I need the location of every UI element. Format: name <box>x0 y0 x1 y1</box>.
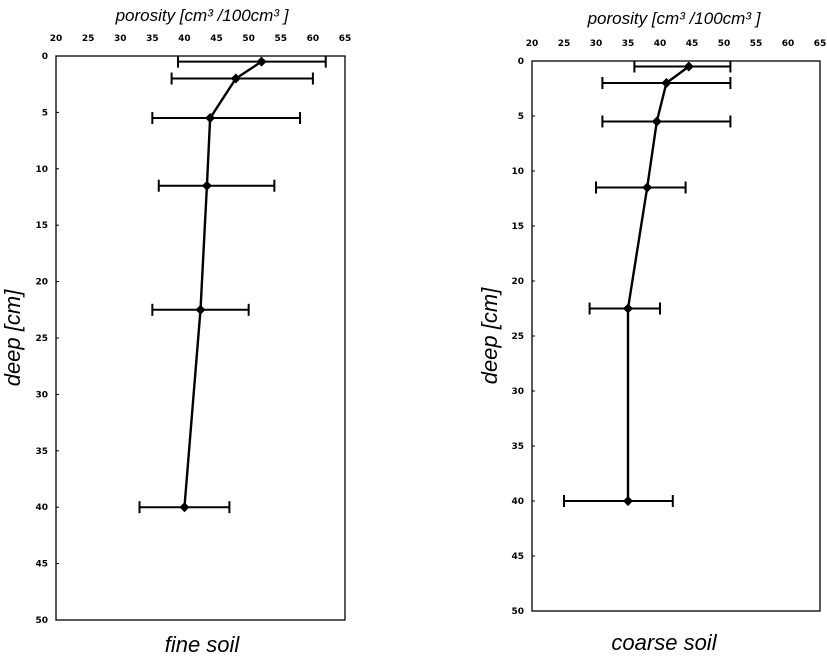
fine-soil-y-tick-label: 10 <box>35 165 48 175</box>
coarse-soil-y-axis-label: deep [cm] <box>477 287 502 384</box>
coarse-soil-x-tick-label: 65 <box>814 39 827 49</box>
coarse-soil-plot-frame <box>531 60 821 612</box>
fine-soil-data-point <box>230 73 241 84</box>
fine-soil-series-line <box>183 60 263 508</box>
fine-soil-x-tick-label: 60 <box>307 34 320 44</box>
coarse-soil-x-axis-label: porosity [cm³ /100cm³ ] <box>587 9 762 28</box>
fine-soil-data-point <box>195 304 206 315</box>
fine-soil-x-tick-label: 40 <box>178 34 191 44</box>
fine-soil-x-tick-label: 30 <box>114 34 127 44</box>
fine-soil-caption: fine soil <box>165 632 241 657</box>
fine-soil-x-tick-label: 45 <box>210 34 223 44</box>
coarse-soil-y-tick-label: 5 <box>518 112 524 122</box>
fine-soil-data-point <box>256 56 267 67</box>
coarse-soil-data-point <box>651 116 662 127</box>
fine-soil-y-axis-label: deep [cm] <box>0 289 25 386</box>
fine-soil-y-tick-label: 5 <box>42 108 48 118</box>
fine-soil-marks <box>138 55 327 514</box>
fine-soil-y-tick-label: 30 <box>35 390 48 400</box>
coarse-soil-caption: coarse soil <box>611 630 717 655</box>
fine-soil-y-tick-label: 50 <box>35 616 48 626</box>
coarse-soil-y-tick-label: 25 <box>511 332 524 342</box>
coarse-soil-x-tick-label: 25 <box>558 39 571 49</box>
coarse-soil-y-tick-label: 30 <box>511 387 524 397</box>
fine-soil-data-point <box>201 180 212 191</box>
fine-soil-y-tick-label: 45 <box>35 560 48 570</box>
fine-soil-chart: porosity [cm³ /100cm³ ] 20 25 30 35 40 45 50 55… <box>0 6 351 657</box>
fine-soil-x-tick-label: 20 <box>50 34 63 44</box>
coarse-soil-y-tick-label: 0 <box>518 57 524 67</box>
coarse-soil-series-line <box>626 65 690 501</box>
fine-soil-x-tick-label: 25 <box>82 34 95 44</box>
fine-soil-data-point <box>205 113 216 124</box>
fine-soil-x-axis-label: porosity [cm³ /100cm³ ] <box>115 6 290 25</box>
coarse-soil-data-point <box>623 496 633 506</box>
coarse-soil-x-tick-label: 30 <box>590 39 603 49</box>
fine-soil-x-tick-label: 35 <box>146 34 159 44</box>
coarse-soil-y-tick-label: 40 <box>511 497 524 507</box>
fine-soil-y-tick-label: 40 <box>35 503 48 513</box>
fine-soil-plot-frame <box>55 55 346 621</box>
fine-soil-data-point <box>179 502 190 513</box>
fine-soil-y-tick-label: 15 <box>35 221 48 231</box>
coarse-soil-x-tick-label: 60 <box>782 39 795 49</box>
coarse-soil-data-point <box>661 78 672 88</box>
coarse-soil-y-tick-label: 10 <box>511 167 524 177</box>
fine-soil-y-tick-label: 35 <box>35 447 48 457</box>
coarse-soil-data-point <box>623 303 633 314</box>
coarse-soil-y-tick-label: 50 <box>511 607 524 617</box>
coarse-soil-y-tick-label: 35 <box>511 442 524 452</box>
coarse-soil-y-tick-label: 15 <box>511 222 524 232</box>
fine-soil-y-tick-label: 0 <box>42 52 48 62</box>
coarse-soil-chart: porosity [cm³ /100cm³ ] 20 25 30 35 40 45 50 55… <box>477 9 826 655</box>
coarse-soil-x-tick-label: 40 <box>654 39 667 49</box>
fine-soil-x-ticks: 20 25 30 35 40 45 50 55 60 65 <box>50 34 352 44</box>
coarse-soil-y-tick-label: 45 <box>511 552 524 562</box>
coarse-soil-x-tick-label: 50 <box>718 39 731 49</box>
coarse-soil-x-tick-label: 35 <box>622 39 635 49</box>
coarse-soil-x-tick-label: 20 <box>526 39 539 49</box>
coarse-soil-y-tick-label: 20 <box>511 277 524 287</box>
fine-soil-x-tick-label: 50 <box>242 34 255 44</box>
coarse-soil-x-tick-label: 55 <box>750 39 763 49</box>
coarse-soil-data-point <box>642 182 653 193</box>
fine-soil-y-tick-label: 25 <box>35 334 48 344</box>
coarse-soil-data-point <box>683 61 694 72</box>
coarse-soil-x-tick-label: 45 <box>686 39 699 49</box>
coarse-soil-marks <box>563 60 732 507</box>
fine-soil-x-tick-label: 65 <box>339 34 352 44</box>
fine-soil-x-tick-label: 55 <box>275 34 288 44</box>
coarse-soil-x-ticks: 20 25 30 35 40 45 50 55 60 65 <box>526 39 827 49</box>
fine-soil-y-tick-label: 20 <box>35 278 48 288</box>
